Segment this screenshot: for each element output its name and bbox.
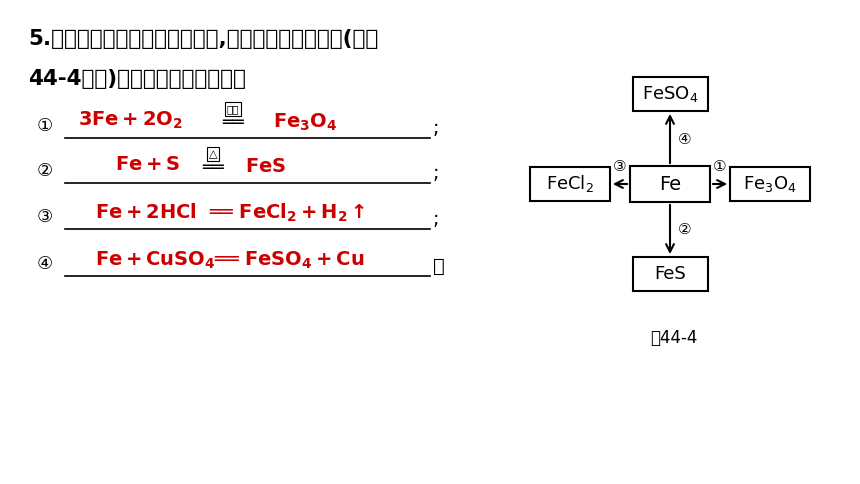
Text: 图44-4: 图44-4	[650, 329, 697, 347]
Text: ④: ④	[678, 132, 691, 147]
Text: FeS: FeS	[654, 265, 686, 283]
Text: ;: ;	[433, 164, 439, 183]
Text: ══: ══	[222, 114, 244, 132]
Text: 。: 。	[433, 257, 445, 276]
FancyBboxPatch shape	[630, 166, 710, 202]
Text: $\mathbf{Fe_3O_4}$: $\mathbf{Fe_3O_4}$	[273, 111, 337, 133]
Text: ③: ③	[37, 208, 53, 226]
Text: $\mathbf{FeS}$: $\mathbf{FeS}$	[245, 157, 286, 177]
Text: $\mathbf{Fe+2HCl\ \ ══\ FeCl_2+H_2\uparrow}$: $\mathbf{Fe+2HCl\ \ ══\ FeCl_2+H_2\uparr…	[95, 202, 366, 224]
FancyBboxPatch shape	[530, 167, 610, 201]
Text: 5.铁可以转化为多种含铁化合物,请写出下列转化过程(如图: 5.铁可以转化为多种含铁化合物,请写出下列转化过程(如图	[28, 29, 378, 49]
Text: △: △	[209, 149, 218, 159]
Text: ①: ①	[713, 159, 727, 174]
Text: ;: ;	[433, 210, 439, 229]
Text: ②: ②	[678, 222, 691, 237]
Text: FeCl$_2$: FeCl$_2$	[546, 173, 594, 195]
Text: Fe: Fe	[659, 175, 681, 194]
Text: ①: ①	[37, 117, 53, 135]
Text: 点燃: 点燃	[227, 104, 239, 114]
Text: ;: ;	[433, 119, 439, 138]
Text: ══: ══	[202, 159, 224, 177]
FancyBboxPatch shape	[632, 77, 708, 111]
FancyBboxPatch shape	[632, 257, 708, 291]
Text: Fe$_3$O$_4$: Fe$_3$O$_4$	[743, 174, 797, 194]
FancyBboxPatch shape	[730, 167, 810, 201]
Text: 44-4所示)相对应的化学方程式。: 44-4所示)相对应的化学方程式。	[28, 69, 246, 89]
Text: ③: ③	[613, 159, 627, 174]
Text: $\mathbf{3Fe+2O_2}$: $\mathbf{3Fe+2O_2}$	[77, 109, 182, 131]
Text: $\mathbf{Fe+S}$: $\mathbf{Fe+S}$	[115, 155, 181, 175]
Text: FeSO$_4$: FeSO$_4$	[642, 84, 698, 104]
Text: ②: ②	[37, 162, 53, 180]
Text: $\mathbf{Fe+CuSO_4══\ FeSO_4+Cu}$: $\mathbf{Fe+CuSO_4══\ FeSO_4+Cu}$	[95, 249, 365, 271]
Text: ④: ④	[37, 255, 53, 273]
